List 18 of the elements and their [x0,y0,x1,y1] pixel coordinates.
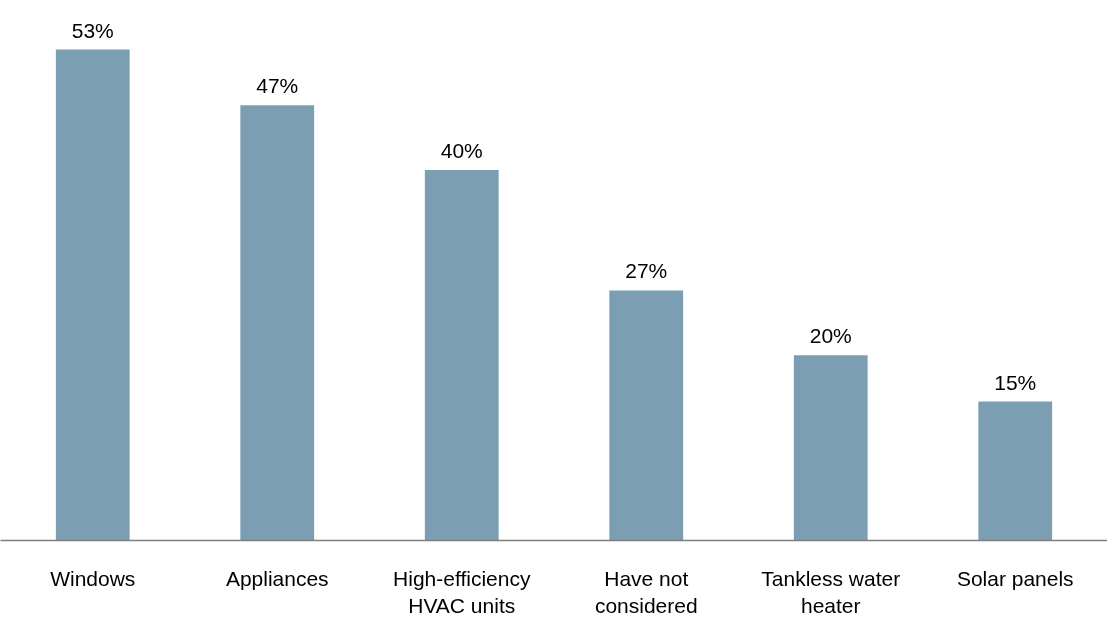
x-tick-label: Solar panels [956,566,1074,590]
data-label: 53% [71,18,114,42]
data-label: 27% [625,259,668,283]
data-label: 47% [256,74,299,98]
x-tick-label: Have not considered [594,566,698,618]
x-tick-label: Tankless water heater [761,566,901,618]
x-tick-label: Appliances [225,566,329,590]
bar [793,355,868,541]
data-label: 40% [440,139,483,162]
data-label: 20% [809,324,852,348]
data-label: 15% [994,370,1037,394]
bar [609,290,684,541]
bar [55,49,130,541]
bar [424,170,499,541]
bar [978,401,1053,541]
x-tick-label: Windows [50,566,136,590]
x-tick-label: High-efficiency HVAC units [393,566,531,618]
bar [240,105,315,541]
